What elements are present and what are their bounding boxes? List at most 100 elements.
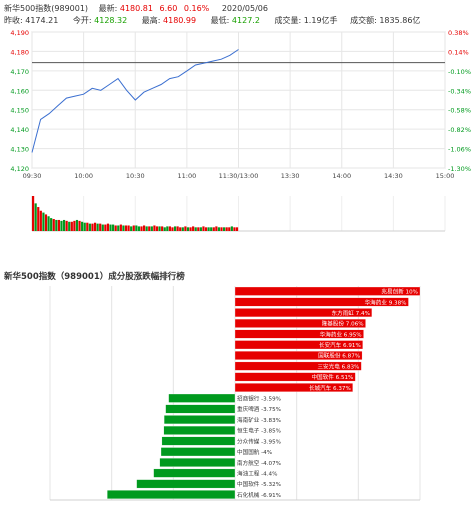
volume-bar xyxy=(52,219,55,231)
volume-bar xyxy=(225,227,228,231)
ranking-bar-label: 国联股份 6.87% xyxy=(318,352,360,360)
ranking-bar-label: 中国国航 -4% xyxy=(237,448,272,456)
ranking-bar-label: 长安汽车 6.91% xyxy=(319,341,361,349)
ranking-bar xyxy=(159,458,236,467)
volume-bar xyxy=(96,223,99,231)
volume-bar xyxy=(50,218,53,231)
index-name: 新华500指数(989001) xyxy=(4,4,89,13)
prev-close-label: 昨收: xyxy=(4,16,23,25)
volume-bar xyxy=(73,220,76,231)
volume-bar xyxy=(65,220,68,231)
volume-bar xyxy=(37,207,40,231)
volume-bar xyxy=(155,226,159,231)
volume-bar xyxy=(60,220,63,231)
volume-bar xyxy=(44,214,48,231)
ranking-bar xyxy=(234,372,356,382)
volume-bar xyxy=(68,221,71,231)
volume-bar xyxy=(199,227,202,231)
volume-bar xyxy=(176,226,179,231)
volume-bar xyxy=(109,224,112,231)
volume-bar xyxy=(210,227,213,231)
volume-bar xyxy=(184,226,187,231)
volume-bar xyxy=(215,226,218,231)
volume-bar xyxy=(168,226,171,231)
ranking-bar xyxy=(234,329,364,339)
x-tick-label: 09:30 xyxy=(23,172,42,180)
ranking-bar xyxy=(136,479,236,489)
volume-bars xyxy=(32,196,239,231)
volume-bar xyxy=(163,227,166,231)
volume-bar xyxy=(181,227,184,231)
volume-bar xyxy=(153,225,156,231)
amount-label: 成交额: xyxy=(350,16,377,25)
volume-bar xyxy=(83,222,86,231)
ranking-bar xyxy=(165,404,236,414)
ranking-bar-label: 招商银行 -3.59% xyxy=(237,395,281,403)
volume-value: 1.19亿手 xyxy=(303,16,338,25)
ranking-title: 新华500指数（989001）成分股涨跌幅排行榜 xyxy=(4,272,185,282)
volume-bar xyxy=(101,224,104,231)
ranking-bar xyxy=(234,318,366,328)
volume-bar xyxy=(233,227,236,231)
ranking-bar-label: 海南矿业 -3.83% xyxy=(237,416,281,424)
volume-bar xyxy=(55,219,58,231)
ranking-bar-label: 华海药业 6.95% xyxy=(320,330,362,338)
volume-bar xyxy=(145,226,148,231)
low-label: 最低: xyxy=(210,16,230,25)
volume-label: 成交量: xyxy=(274,16,302,25)
intraday-y-ticks: 4,190 4,180 4,170 4,160 4,150 4,140 4,130 4,120 xyxy=(10,29,29,173)
ranking-bar-label: 恒生电子 -3.85% xyxy=(237,427,281,435)
x-tick-label: 13:30 xyxy=(281,172,300,180)
volume-bar xyxy=(161,226,164,231)
high-value: 4180.99 xyxy=(163,16,197,25)
ranking-bar-label: 分众传媒 -3.95% xyxy=(237,437,281,445)
ranking-bar xyxy=(163,415,236,425)
latest-label: 最新: xyxy=(98,4,118,13)
y-tick-label: 4,140 xyxy=(10,126,29,134)
x-tick-label: 14:00 xyxy=(332,172,351,180)
x-tick-label: 11:00 xyxy=(178,172,197,180)
y-tick-label: 4,190 xyxy=(10,29,29,37)
volume-bar xyxy=(70,221,73,231)
y-tick-label: 4,150 xyxy=(10,107,29,115)
volume-bar xyxy=(112,224,115,231)
x-tick-label: 15:00 xyxy=(436,172,455,180)
ranking-bar xyxy=(234,340,363,350)
volume-bar xyxy=(166,226,169,231)
open-value: 4128.32 xyxy=(94,16,128,25)
ranking-bar-label: 中国软件 -5.32% xyxy=(237,480,281,488)
volume-bar xyxy=(32,196,35,231)
volume-bar xyxy=(88,223,91,231)
volume-bar xyxy=(223,227,226,231)
ranking-bar-label: 南方航空 -4.07% xyxy=(237,459,281,467)
pct-tick-label: 0.14% xyxy=(448,48,469,56)
volume-bar xyxy=(135,225,138,231)
intraday-chart: 4,190 4,180 4,170 4,160 4,150 4,140 4,130 4,120… xyxy=(10,29,471,232)
pct-tick-label: -1.30% xyxy=(448,165,471,173)
change-value: 6.60 xyxy=(159,4,178,13)
ranking-bar-label: 三安光电 6.83% xyxy=(317,362,359,370)
low-value: 4127.2 xyxy=(231,16,260,25)
ranking-bar-label: 兆易创新 10% xyxy=(381,288,418,296)
volume-bar xyxy=(202,226,205,231)
volume-bar xyxy=(171,227,174,231)
volume-bar xyxy=(57,219,60,231)
change-pct: 0.16% xyxy=(183,4,210,13)
volume-bar xyxy=(186,227,190,231)
volume-bar xyxy=(34,203,37,231)
ranking-bar-label: 海油工程 -4.4% xyxy=(237,469,277,477)
quote-header-row-1: 新华500指数(989001) 最新: 4180.81 6.60 0.16% 2… xyxy=(4,4,268,14)
volume-bar xyxy=(230,226,233,231)
volume-bar xyxy=(142,225,146,231)
volume-bar xyxy=(189,227,192,231)
ranking-bar xyxy=(234,351,363,360)
x-tick-label: 10:30 xyxy=(126,172,145,180)
volume-bar xyxy=(228,227,231,231)
ranking-bar-label: 华海药业 9.38% xyxy=(365,298,407,306)
volume-bar xyxy=(81,221,84,231)
ranking-grid xyxy=(49,286,421,501)
ranking-bar-label: 东方雨虹 7.4% xyxy=(332,309,370,317)
volume-bar xyxy=(114,225,117,231)
volume-bar xyxy=(75,219,79,231)
volume-bar xyxy=(220,227,223,231)
